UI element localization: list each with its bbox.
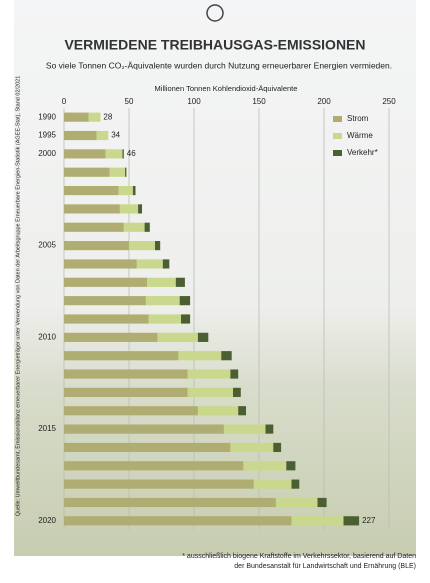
- bar-segment: [64, 516, 292, 526]
- bar-segment: [148, 314, 181, 324]
- bar-segment: [197, 406, 239, 416]
- bar-segment: [197, 332, 209, 342]
- bar-segment: [96, 130, 109, 141]
- bar-segment: [275, 497, 318, 508]
- bar-segment: [181, 314, 191, 324]
- legend-label: Strom: [347, 114, 369, 123]
- x-tick-label: 100: [187, 97, 201, 106]
- bar-segment: [179, 296, 191, 306]
- bar-segment: [233, 387, 241, 397]
- legend-label: Wärme: [347, 131, 373, 140]
- x-tick-label: 50: [125, 97, 134, 106]
- bar-segment: [221, 351, 232, 361]
- bar-segment: [187, 387, 233, 397]
- bar-segment: [162, 259, 170, 269]
- bar-segment: [230, 442, 274, 453]
- bar-segment: [64, 167, 110, 177]
- bar-segment: [129, 241, 155, 251]
- total-label: 227: [362, 516, 376, 525]
- bar-segment: [64, 406, 198, 416]
- bar-segment: [105, 149, 123, 159]
- legend-label: Verkehr*: [347, 148, 378, 157]
- bar-segment: [109, 167, 126, 177]
- bar-segment: [238, 406, 246, 416]
- bar-segment: [145, 296, 180, 306]
- footnote: * ausschließlich biogene Kraftstoffe im …: [182, 553, 416, 570]
- legend-swatch: [333, 133, 342, 139]
- bar-segment: [119, 204, 139, 214]
- total-label: 46: [127, 149, 136, 158]
- source: Quelle: Umweltbundesamt, Emissionsbilanz…: [15, 76, 21, 517]
- bar-segment: [125, 167, 127, 177]
- bar-segment: [286, 461, 296, 471]
- y-tick-label: 2015: [38, 424, 56, 433]
- y-tick-label: 2000: [38, 149, 56, 158]
- bar-segment: [64, 130, 97, 141]
- bar-segment: [64, 479, 254, 489]
- bar-segment: [123, 222, 145, 232]
- x-tick-label: 200: [317, 97, 331, 106]
- bar-segment: [64, 277, 148, 287]
- bar-segment: [147, 277, 176, 287]
- y-tick-label: 1995: [38, 131, 56, 140]
- bar-segment: [343, 516, 360, 526]
- bar-segment: [88, 112, 101, 122]
- y-tick-label: 1990: [38, 112, 56, 121]
- bar-segment: [64, 351, 179, 361]
- bar-segment: [253, 479, 292, 489]
- bar-segment: [291, 516, 344, 526]
- bar-segment: [64, 204, 120, 214]
- bar-segment: [118, 185, 133, 196]
- y-tick-label: 2010: [38, 332, 56, 341]
- bar-segment: [64, 185, 119, 196]
- bar-segment: [132, 185, 136, 196]
- bar-segment: [178, 351, 222, 361]
- bar-segment: [64, 387, 188, 397]
- bar-segment: [187, 369, 231, 379]
- total-label: 34: [111, 131, 120, 140]
- bar-segment: [64, 424, 224, 434]
- x-axis-label: Millionen Tonnen Kohlendioxid-Äquivalent…: [155, 84, 298, 93]
- bar-segment: [64, 369, 188, 379]
- legend-swatch: [333, 150, 342, 156]
- chart-subtitle: So viele Tonnen CO₂-Äquivalente wurden d…: [46, 60, 392, 70]
- bar-segment: [223, 424, 266, 434]
- bar-segment: [64, 112, 89, 122]
- bar-segment: [64, 442, 231, 453]
- bar-segment: [175, 277, 185, 287]
- x-tick-label: 0: [62, 97, 67, 106]
- x-tick-label: 150: [252, 97, 266, 106]
- x-tick-label: 250: [382, 97, 396, 106]
- bar-segment: [64, 461, 244, 471]
- bar-segment: [138, 204, 142, 214]
- bar-segment: [291, 479, 300, 489]
- bar-segment: [230, 369, 239, 379]
- bar-segment: [122, 149, 124, 159]
- y-tick-label: 2020: [38, 516, 56, 525]
- bar-segment: [144, 222, 150, 232]
- bar-segment: [64, 222, 124, 232]
- bar-segment: [265, 424, 274, 434]
- bar-segment: [64, 259, 137, 269]
- legend-swatch: [333, 116, 342, 122]
- bar-segment: [136, 259, 163, 269]
- bar-segment: [157, 332, 198, 342]
- bar-segment: [155, 241, 161, 251]
- bar-segment: [64, 314, 149, 324]
- bar-segment: [64, 332, 158, 342]
- bar-segment: [64, 149, 106, 159]
- y-tick-label: 2005: [38, 241, 56, 250]
- bar-segment: [64, 497, 276, 508]
- bar-segment: [273, 442, 282, 453]
- bar-segment: [64, 296, 146, 306]
- chart-title: VERMIEDENE TREIBHAUSGAS-EMISSIONEN: [64, 37, 365, 53]
- bar-segment: [243, 461, 287, 471]
- total-label: 28: [103, 112, 112, 121]
- logo: [206, 4, 224, 22]
- bar-segment: [64, 241, 129, 251]
- bar-segment: [317, 497, 327, 508]
